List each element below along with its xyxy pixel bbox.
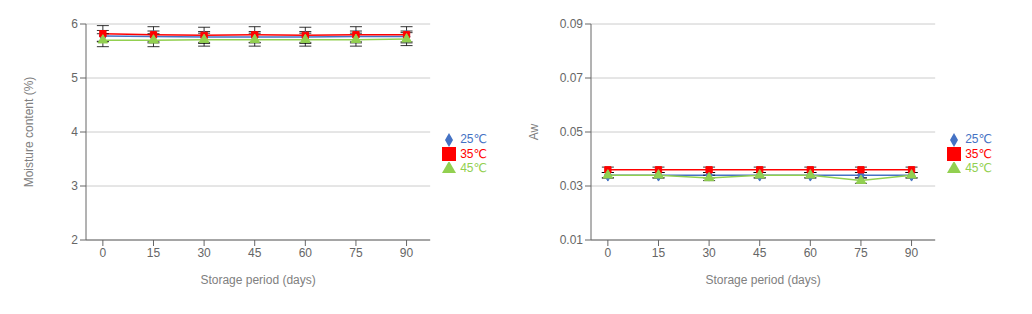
svg-text:Storage period (days): Storage period (days)	[705, 273, 820, 287]
svg-text:0: 0	[605, 246, 612, 260]
svg-text:0: 0	[100, 246, 107, 260]
svg-text:Storage period (days): Storage period (days)	[200, 273, 315, 287]
html-text:35℃: 35℃	[965, 146, 992, 161]
svg-text:15: 15	[652, 246, 666, 260]
svg-text:4: 4	[71, 125, 78, 139]
svg-text:15: 15	[147, 246, 161, 260]
html-text:45℃: 45℃	[460, 161, 487, 176]
html-text:25℃: 25℃	[460, 131, 487, 146]
svg-text:0.01: 0.01	[560, 233, 584, 247]
svg-text:Moisture content (%): Moisture content (%)	[22, 77, 36, 188]
svg-text:90: 90	[905, 246, 919, 260]
svg-text:Aw: Aw	[527, 123, 541, 140]
svg-text:30: 30	[197, 246, 211, 260]
svg-text:90: 90	[400, 246, 414, 260]
svg-text:75: 75	[854, 246, 868, 260]
svg-text:60: 60	[299, 246, 313, 260]
svg-text:0.09: 0.09	[560, 17, 584, 31]
svg-text:0.07: 0.07	[560, 71, 584, 85]
svg-text:45: 45	[248, 246, 262, 260]
svg-text:0.05: 0.05	[560, 125, 584, 139]
svg-text:60: 60	[804, 246, 818, 260]
svg-text:6: 6	[71, 17, 78, 31]
html-text:45℃: 45℃	[965, 161, 992, 176]
svg-text:30: 30	[702, 246, 716, 260]
svg-text:0.03: 0.03	[560, 179, 584, 193]
svg-text:45: 45	[753, 246, 767, 260]
svg-text:2: 2	[71, 233, 78, 247]
svg-text:75: 75	[349, 246, 363, 260]
html-text:35℃: 35℃	[460, 146, 487, 161]
html-text:25℃: 25℃	[965, 131, 992, 146]
svg-text:5: 5	[71, 71, 78, 85]
svg-text:3: 3	[71, 179, 78, 193]
